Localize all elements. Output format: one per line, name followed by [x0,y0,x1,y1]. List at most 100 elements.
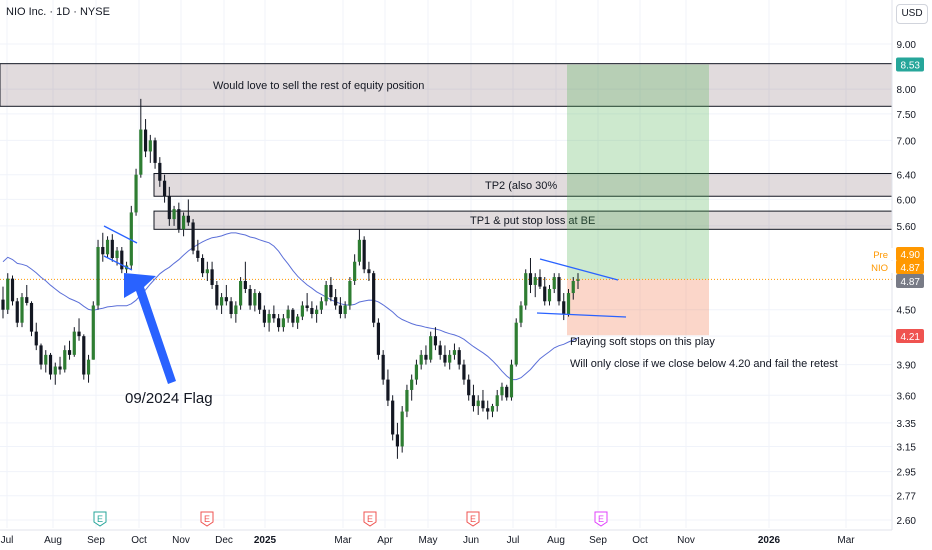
candle-body [334,297,338,306]
candle-body [6,278,10,310]
candle-body [329,284,333,298]
earnings-marker-label: E [367,514,373,524]
y-tick-label: 3.15 [897,442,917,453]
candle-body [471,395,476,407]
candle-body [115,250,119,258]
candle-body [310,308,314,314]
candle-body [101,246,105,255]
candle-body [291,309,295,323]
moving-average [2,232,579,381]
candle-body [129,212,133,266]
candle-body [77,331,81,337]
candle-body [53,366,57,375]
x-tick-label: Dec [215,535,233,546]
candle-body [533,277,537,285]
price-tag-bg [896,247,924,261]
candle-body [476,400,480,407]
candle-body [148,140,152,152]
candle-body [405,389,409,412]
candle-body [10,278,15,302]
candle-body [191,222,195,251]
candle-body [248,288,252,306]
candle-body [139,129,143,175]
candle-body [39,345,43,365]
x-tick-label: Oct [131,535,147,546]
candle-body [210,269,214,285]
candle-body [571,280,575,294]
y-tick-label: 7.00 [897,136,917,147]
candle-body [286,309,290,319]
candle-body [414,364,419,380]
candle-body [457,350,461,365]
x-tick-label: Sep [589,535,607,546]
long-position-tool[interactable] [0,64,892,336]
candle-body [557,277,561,302]
candle-body [424,354,428,360]
price-tag-prefix: Pre [873,250,888,261]
candle-body [543,286,547,302]
x-tick-label: Aug [547,535,565,546]
y-tick-label: 3.35 [897,419,917,430]
candle-body [96,246,100,306]
candle-body [162,180,167,197]
candle-body [566,293,571,314]
candle-body [234,305,238,314]
x-tick-label: May [419,535,438,546]
y-tick-label: 9.00 [897,40,917,51]
candle-body [153,140,157,163]
earnings-marker-label: E [470,514,476,524]
price-tag: 4.87 [901,277,921,288]
candle-body [552,277,556,289]
candle-body [429,336,433,360]
candle-body [272,313,276,319]
candle-body [438,345,442,355]
y-tick-label: 2.77 [897,492,917,503]
candle-body [200,257,205,274]
zone-label: TP2 (also 30% [485,180,557,192]
candle-body [376,322,381,355]
candle-body [281,318,285,328]
chart-grid [0,0,892,528]
price-tag: 4.21 [901,332,921,343]
x-tick-label: Jul [507,535,520,546]
price-tag-bg [896,274,924,288]
candle-body [120,250,124,270]
x-tick-label: Mar [334,535,352,546]
candle-body [362,239,366,270]
zone-box [0,63,893,107]
price-tag-prefix-bg [868,248,894,260]
y-tick-label: 6.00 [897,195,917,206]
candle-body [20,297,24,323]
flag-bottom-line [103,255,133,271]
candle-body [105,239,110,255]
y-tick-label: 2.95 [897,468,917,479]
x-tick-label: Aug [44,535,62,546]
candle-body [547,288,552,302]
note-close-rule: Will only close if we close below 4.20 a… [570,358,838,370]
earnings-icon [200,511,214,527]
target-zone [567,64,709,280]
candle-body [528,273,533,285]
arrow-icon [124,273,176,384]
candle-body [91,305,95,360]
time-axis[interactable]: Jul Aug Sep Oct Nov Dec 2025 Mar Apr May Jun Jul Aug… [0,529,892,546]
candle-body [443,354,447,363]
earnings-icon [93,511,107,527]
symbol-title[interactable]: NIO Inc. · 1D · NYSE [6,6,110,18]
candle-body [514,322,518,365]
drawings: 09/2024 Flag Playing soft stops on this p… [93,225,838,527]
candle-body [172,209,176,220]
price-axis[interactable]: 9.008.007.507.006.406.005.604.504.203.90… [868,0,924,530]
candle-body [15,301,19,323]
candle-body [219,297,224,306]
candle-body [386,379,390,401]
currency-button[interactable]: USD [896,4,928,24]
candle-body [315,309,319,314]
candle-body [110,239,114,258]
y-tick-label: 2.60 [897,516,917,527]
candle-body [181,215,186,230]
candle-body [490,406,495,412]
candle-body [86,359,91,375]
candle-body [29,302,34,332]
